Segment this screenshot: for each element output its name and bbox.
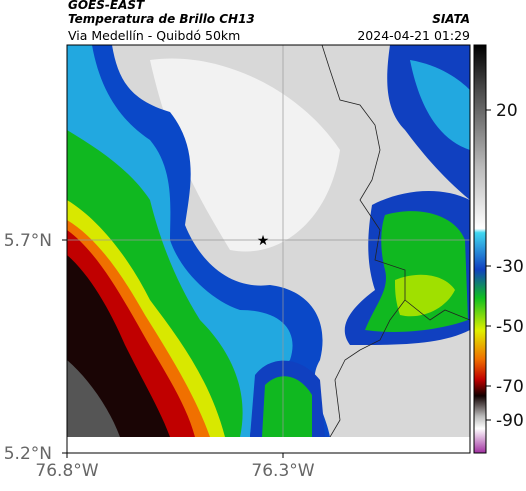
title: Temperatura de Brillo CH13: [68, 12, 255, 26]
colorbar-tick-label: 20: [496, 101, 518, 121]
x-tick-label: 76.3°W: [251, 461, 314, 481]
org: SIATA: [432, 12, 470, 26]
x-tick-label: 76.8°W: [35, 461, 98, 481]
colorbar-tick-label: -70: [496, 377, 524, 397]
source: GOES-EAST: [68, 0, 145, 12]
y-tick-label: 5.7°N: [4, 231, 52, 251]
y-tick-label: 5.2°N: [4, 444, 52, 464]
colorbar-tick-label: -90: [496, 411, 524, 431]
subtitle: Via Medellín - Quibdó 50km: [68, 28, 240, 43]
imagery: ★: [67, 45, 470, 437]
colorbar-tick-label: -30: [496, 257, 524, 277]
colorbar: [473, 44, 487, 454]
colorbar-tick-label: -50: [496, 317, 524, 337]
svg-text:★: ★: [257, 233, 270, 249]
datetime: 2024-04-21 01:29: [357, 28, 470, 43]
